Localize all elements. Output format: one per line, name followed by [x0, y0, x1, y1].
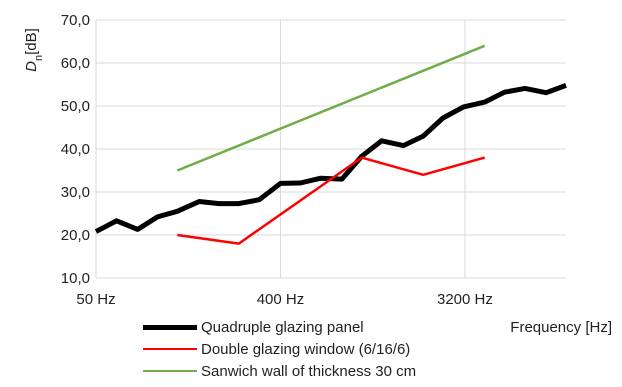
legend-item: Sanwich wall of thickness 30 cm [143, 360, 416, 382]
legend-item: Quadruple glazing panel [143, 316, 416, 338]
series-line [177, 156, 486, 245]
y-tick-labels: 10,0 20,0 30,0 40,0 50,0 60,0 70,0 [61, 12, 90, 287]
x-axis-title: Frequency [Hz] [510, 319, 612, 336]
legend-swatch [143, 324, 197, 330]
grid [95, 19, 566, 279]
y-tick-label: 40,0 [61, 141, 90, 158]
y-tick-label: 70,0 [61, 12, 90, 29]
y-tick-label: 60,0 [61, 55, 90, 72]
legend-label: Sanwich wall of thickness 30 cm [201, 362, 417, 380]
series-line [176, 44, 486, 172]
legend-label: Double glazing window (6/16/6) [201, 340, 411, 358]
y-axis-title: Dn[dB] [23, 28, 45, 72]
y-tick-label: 10,0 [61, 270, 90, 287]
y-tick-label: 20,0 [61, 227, 90, 244]
series-lines [94, 44, 567, 245]
y-axis-title-subscript: n [33, 55, 45, 61]
x-tick-labels: 50 Hz 400 Hz 3200 Hz [76, 291, 492, 308]
legend: Quadruple glazing panel Double glazing wi… [143, 316, 416, 382]
legend-swatch [143, 347, 197, 351]
y-axis-title-unit: [dB] [23, 28, 40, 55]
legend-swatch [143, 369, 197, 373]
y-tick-label: 30,0 [61, 184, 90, 201]
legend-item: Double glazing window (6/16/6) [143, 338, 416, 360]
x-tick-label: 50 Hz [76, 291, 115, 308]
y-tick-label: 50,0 [61, 98, 90, 115]
x-tick-label: 3200 Hz [437, 291, 493, 308]
legend-label: Quadruple glazing panel [201, 318, 364, 336]
x-tick-label: 400 Hz [257, 291, 305, 308]
y-axis-title-base: D [23, 61, 40, 72]
